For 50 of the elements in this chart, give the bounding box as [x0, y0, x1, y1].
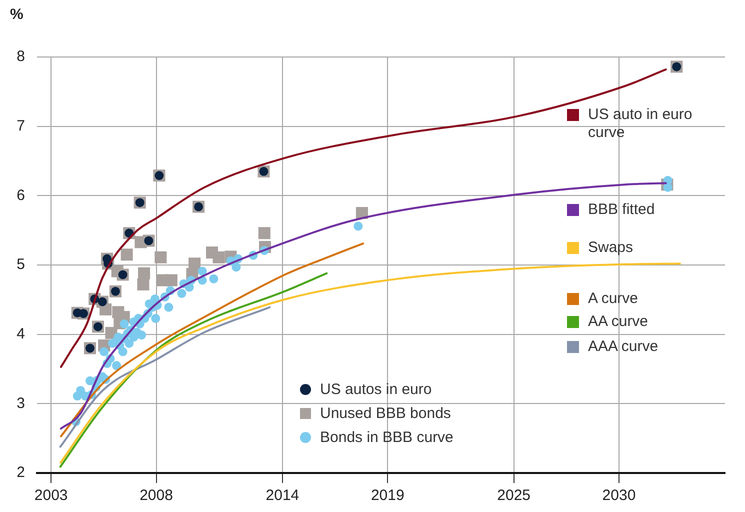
y-tick-label: 6 — [16, 186, 25, 204]
point — [124, 338, 134, 348]
point — [209, 274, 218, 284]
point — [120, 319, 129, 328]
legend-label: US autos in euro — [320, 381, 432, 399]
point — [120, 248, 133, 261]
line-series — [60, 262, 681, 464]
legend-label: AAA curve — [588, 338, 658, 356]
x-tick-label: 2030 — [602, 487, 636, 504]
legend-label: Swaps — [588, 239, 634, 257]
legend-label: BBB fitted — [588, 201, 655, 219]
legend-label: Unused BBB bonds — [320, 405, 451, 423]
x-tick-label: 2003 — [34, 487, 68, 504]
point — [114, 332, 123, 342]
point — [232, 262, 241, 272]
point — [100, 347, 109, 356]
point — [154, 251, 167, 264]
x-tick-label: 2025 — [497, 487, 531, 504]
legend-label: US auto in euro curve — [588, 106, 694, 142]
line-series — [59, 306, 271, 448]
point — [164, 302, 174, 312]
point — [138, 267, 150, 280]
point — [198, 266, 207, 276]
point — [112, 361, 122, 370]
point — [100, 303, 112, 316]
point — [137, 278, 150, 290]
point — [177, 288, 186, 298]
point — [151, 314, 160, 323]
legend-label: Bonds in BBB curve — [320, 429, 454, 447]
x-tick-label: 2014 — [266, 487, 300, 504]
point — [354, 222, 363, 231]
y-tick-label: 8 — [16, 48, 25, 66]
legend-label: A curve — [588, 290, 638, 308]
point — [134, 236, 147, 248]
point — [118, 347, 128, 356]
y-tick-label: 4 — [16, 325, 25, 342]
point — [137, 330, 146, 340]
y-axis-title: % — [10, 6, 24, 23]
point — [86, 376, 95, 386]
point — [212, 251, 225, 264]
y-tick-label: 7 — [16, 117, 25, 134]
y-tick-label: 5 — [16, 256, 25, 274]
point — [258, 227, 270, 240]
x-tick-label: 2008 — [140, 487, 173, 504]
point — [76, 386, 86, 395]
y-tick-label: 3 — [16, 394, 25, 412]
y-tick-label: 2 — [16, 464, 25, 482]
legend-label: AA curve — [588, 313, 648, 331]
x-tick-label: 2019 — [370, 487, 404, 504]
point — [165, 274, 178, 286]
